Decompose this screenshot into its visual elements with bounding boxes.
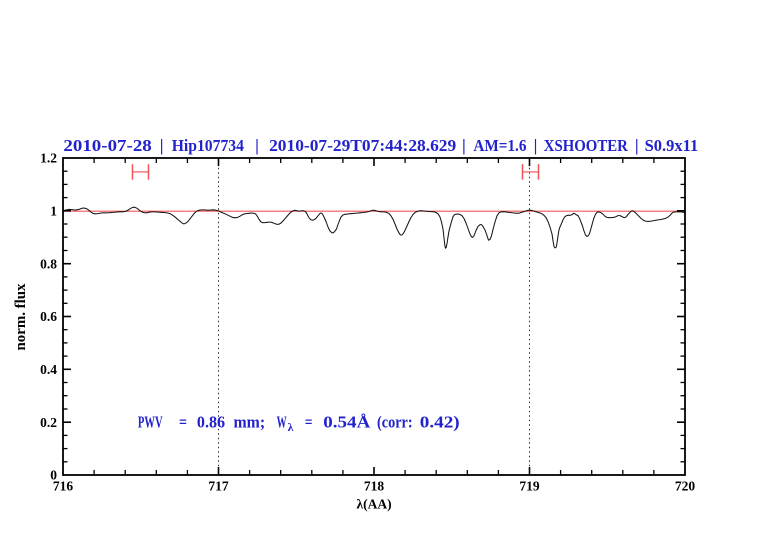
svg-text:S0.9x11: S0.9x11	[645, 136, 699, 155]
svg-text:mm;: mm;	[234, 413, 266, 432]
svg-text:719: 719	[519, 479, 540, 494]
svg-text:0.42): 0.42)	[420, 413, 460, 432]
svg-text:|: |	[462, 136, 466, 155]
svg-text:PWV: PWV	[138, 413, 163, 432]
svg-text:AM=1.6: AM=1.6	[473, 136, 526, 155]
svg-text:|: |	[255, 136, 259, 155]
svg-text:716: 716	[53, 479, 74, 494]
svg-text:720: 720	[675, 479, 696, 494]
svg-text:0.6: 0.6	[40, 309, 57, 324]
svg-text:norm. flux: norm. flux	[13, 283, 29, 350]
svg-text:(corr:: (corr:	[377, 413, 413, 432]
svg-text:λ: λ	[288, 420, 294, 434]
svg-text:=: =	[179, 413, 187, 432]
svg-text:718: 718	[364, 479, 385, 494]
svg-text:XSHOOTER: XSHOOTER	[544, 136, 629, 155]
svg-text:W: W	[277, 413, 287, 432]
svg-text:0: 0	[50, 468, 57, 483]
svg-text:0.2: 0.2	[40, 415, 57, 430]
svg-text:=: =	[305, 413, 313, 432]
svg-text:λ(AA): λ(AA)	[356, 497, 391, 512]
svg-text:|: |	[534, 136, 538, 155]
svg-text:2010-07-28: 2010-07-28	[63, 136, 151, 155]
svg-text:|: |	[635, 136, 639, 155]
svg-text:0.54Å: 0.54Å	[323, 413, 371, 432]
svg-text:0.8: 0.8	[40, 256, 57, 271]
svg-text:|: |	[160, 136, 164, 155]
svg-text:1: 1	[50, 204, 57, 219]
svg-text:717: 717	[208, 479, 229, 494]
svg-text:0.4: 0.4	[40, 362, 57, 377]
svg-text:2010-07-29T07:44:28.629: 2010-07-29T07:44:28.629	[269, 136, 456, 155]
svg-text:1.2: 1.2	[40, 151, 57, 166]
svg-text:0.86: 0.86	[197, 413, 225, 432]
svg-text:Hip107734: Hip107734	[172, 136, 245, 155]
